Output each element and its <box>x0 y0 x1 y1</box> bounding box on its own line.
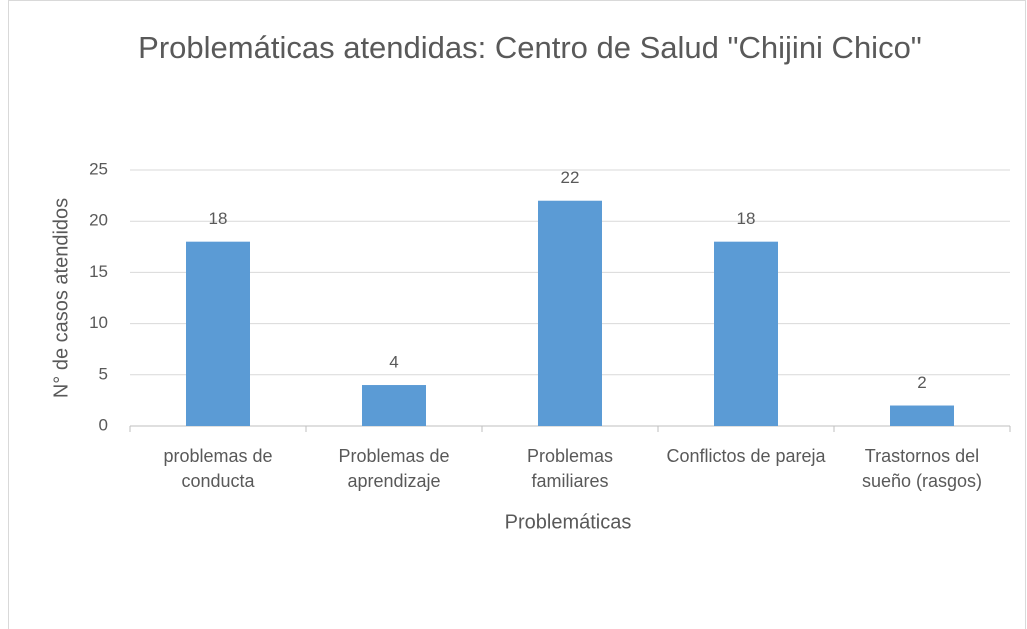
y-tick-label: 10 <box>89 313 108 332</box>
x-tick-label: problemas de conducta <box>163 446 273 491</box>
data-label: 22 <box>561 168 580 187</box>
x-tick-label: Problemas de aprendizaje <box>338 446 450 491</box>
x-axis-label: Problemáticas <box>505 511 632 533</box>
data-label: 18 <box>209 209 228 228</box>
data-label: 18 <box>737 209 756 228</box>
y-axis-label: N° de casos atendidos <box>50 198 72 398</box>
x-tick-label: Conflictos de pareja <box>666 446 826 466</box>
bar <box>362 385 426 426</box>
bar <box>890 405 954 426</box>
y-tick-label: 20 <box>89 211 108 230</box>
x-tick-label: Trastornos del sueño (rasgos) <box>861 446 983 491</box>
chart-title: Problemáticas atendidas: Centro de Salud… <box>138 30 922 65</box>
data-label: 4 <box>389 353 398 372</box>
bar <box>714 241 778 426</box>
data-label: 2 <box>917 373 926 392</box>
y-tick-label: 15 <box>89 262 108 281</box>
bar <box>186 241 250 426</box>
y-tick-label: 0 <box>99 415 108 434</box>
chart-border <box>8 0 1026 629</box>
y-tick-label: 25 <box>89 159 108 178</box>
x-tick-label: Problemas familiares <box>526 446 614 491</box>
y-tick-label: 5 <box>99 364 108 383</box>
bar <box>538 200 602 426</box>
